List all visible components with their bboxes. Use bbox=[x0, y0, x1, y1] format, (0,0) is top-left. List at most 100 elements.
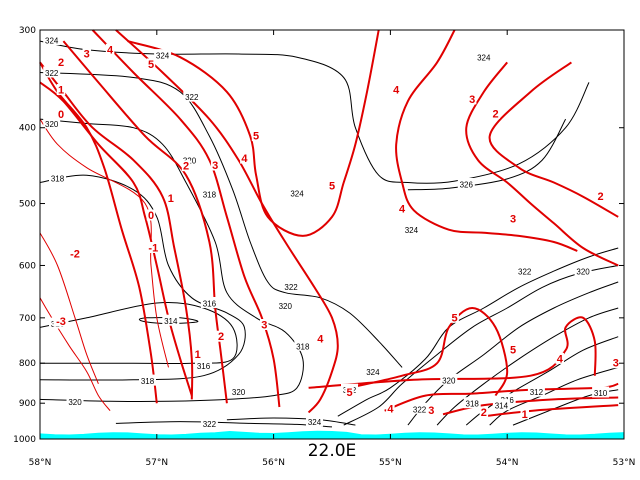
contour-label-bg bbox=[555, 352, 564, 364]
contour-label-bg bbox=[195, 359, 212, 371]
contour-label-bg bbox=[56, 84, 66, 95]
contour-label-2: 2 bbox=[183, 161, 189, 173]
contour-label-bg bbox=[397, 202, 407, 214]
contour-label-bg bbox=[316, 333, 325, 344]
contour-label-bg bbox=[43, 34, 61, 45]
red-contour-5-13 bbox=[349, 306, 509, 397]
contour-label-bg bbox=[200, 417, 218, 429]
y-tick-label: 600 bbox=[19, 262, 36, 272]
contour-label-bg bbox=[105, 43, 115, 55]
contour-label-bg bbox=[306, 415, 323, 427]
contour-label-bg bbox=[386, 403, 395, 415]
y-tick-label: 400 bbox=[19, 124, 36, 134]
contour-label-bg bbox=[508, 344, 518, 356]
contour-label-bg bbox=[440, 373, 458, 385]
x-tick-label: 56°N bbox=[262, 458, 285, 468]
contour-label-bg bbox=[139, 374, 156, 386]
contour-label-bg bbox=[66, 395, 84, 407]
contour-label-bg bbox=[146, 209, 156, 221]
contour-label-2: 2 bbox=[218, 331, 224, 343]
contour-label-3: 3 bbox=[613, 358, 619, 370]
red-contour-2-16 bbox=[442, 396, 619, 416]
contour-label-318: 318 bbox=[203, 190, 217, 199]
contour-label-320: 320 bbox=[576, 268, 590, 277]
contour-label-310: 310 bbox=[594, 389, 608, 398]
red-contour-0-4 bbox=[39, 81, 193, 396]
contour-label-bg bbox=[491, 107, 500, 119]
red-contour-lines bbox=[39, 29, 619, 418]
red-contour-3-11 bbox=[465, 61, 619, 267]
contour-label-bg bbox=[498, 393, 516, 405]
contour-label-312: 312 bbox=[530, 388, 544, 397]
contour-label-bg bbox=[251, 130, 261, 142]
contour-label-320: 320 bbox=[68, 398, 82, 407]
contour-label-322: 322 bbox=[413, 405, 427, 414]
contour-label-324: 324 bbox=[405, 226, 419, 235]
plot-frame bbox=[39, 29, 625, 440]
black-contour-320-2 bbox=[39, 118, 304, 403]
contour-label-324: 324 bbox=[156, 52, 170, 61]
contour-label-4: 4 bbox=[317, 334, 324, 346]
black-contour-324-7 bbox=[226, 417, 356, 426]
x-tick-label: 55°N bbox=[379, 458, 402, 468]
contour-label-bg bbox=[216, 330, 226, 342]
contour-label-3: 3 bbox=[212, 160, 218, 172]
contour-label-bg bbox=[520, 408, 529, 420]
contour-label-bg bbox=[230, 385, 248, 397]
contour-label-322: 322 bbox=[45, 69, 59, 78]
contour-label-2: 2 bbox=[492, 108, 498, 120]
contour-label-5: 5 bbox=[329, 181, 335, 193]
contour-label-5: 5 bbox=[148, 59, 154, 71]
contour-label-bg bbox=[402, 223, 420, 235]
contour-label-324: 324 bbox=[308, 418, 322, 427]
contour-label-bg bbox=[392, 84, 401, 95]
contour-label-318: 318 bbox=[296, 342, 310, 351]
contour-label-322: 322 bbox=[185, 93, 199, 102]
contour-label-bg bbox=[53, 315, 69, 327]
contour-label-1: 1 bbox=[58, 85, 64, 97]
contour-label-bg bbox=[49, 172, 66, 184]
red-contour-2-0 bbox=[39, 61, 158, 404]
x-tick-label: 54°N bbox=[496, 458, 519, 468]
contour-label-324: 324 bbox=[366, 368, 380, 377]
contour-label-318: 318 bbox=[51, 175, 65, 184]
x-tick-label: 57°N bbox=[145, 458, 168, 468]
contour-label-2: 2 bbox=[598, 191, 604, 203]
contour-label-bg bbox=[154, 49, 172, 61]
contour-label-bg bbox=[200, 187, 218, 199]
contour-label-bg bbox=[508, 212, 518, 224]
x-tick-label: 53°N bbox=[613, 458, 636, 468]
contour-label-bg bbox=[276, 299, 294, 311]
contour-label-4: 4 bbox=[557, 353, 564, 365]
contour-label-318: 318 bbox=[466, 400, 480, 409]
contour-label-322: 322 bbox=[203, 420, 217, 429]
red-contour-2-12 bbox=[488, 61, 619, 218]
contour-label-324: 324 bbox=[477, 54, 491, 63]
contour-label-bg bbox=[146, 58, 156, 70]
contour-label-bg bbox=[56, 56, 66, 68]
contour-label-5: 5 bbox=[346, 387, 352, 399]
contour-label-0: 0 bbox=[58, 109, 64, 121]
contour-label-bg bbox=[260, 319, 269, 330]
contour-label-bg bbox=[193, 348, 202, 360]
contour-label-bg bbox=[288, 187, 306, 199]
contour-label-bg bbox=[457, 178, 475, 189]
contour-label-bg bbox=[592, 386, 610, 398]
contour-label-324: 324 bbox=[290, 190, 304, 199]
black-contour-322-1 bbox=[39, 72, 403, 368]
contour-label-316: 316 bbox=[203, 300, 217, 309]
contour-label-320: 320 bbox=[279, 302, 293, 311]
contour-label-326: 326 bbox=[460, 181, 474, 190]
contour-label-4: 4 bbox=[393, 85, 400, 97]
contour-label-bg bbox=[183, 90, 201, 102]
contour-label-bg bbox=[611, 357, 621, 369]
red-contour-3-7 bbox=[91, 29, 281, 408]
contour-label-bg bbox=[200, 297, 218, 308]
black-contour-316-4 bbox=[39, 301, 238, 365]
contour-label-3: 3 bbox=[428, 405, 434, 417]
contour-label-4: 4 bbox=[399, 203, 406, 215]
black-contour-320-10 bbox=[343, 265, 619, 426]
contour-label-bg bbox=[43, 66, 61, 78]
